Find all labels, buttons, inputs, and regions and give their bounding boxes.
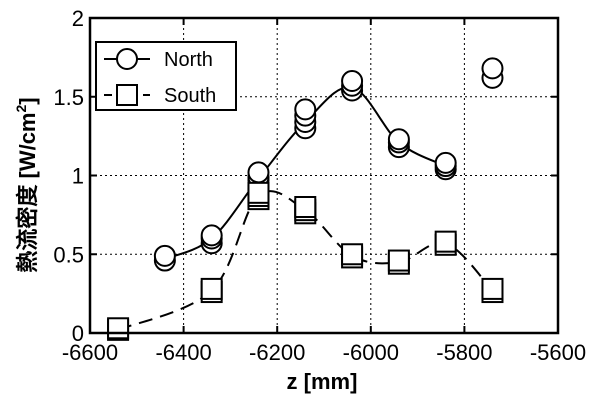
legend-north-label: North [164,49,213,71]
north-point [387,128,410,151]
y-tick-labels: 0 0.5 1 1.5 2 [53,6,84,346]
south-point [434,230,457,253]
y-axis-label-sup: 2 [13,105,29,113]
south-point [341,243,364,266]
north-point [200,224,223,247]
x-tick-label: -6400 [155,340,211,365]
x-tick-label: -6200 [249,340,305,365]
y-axis-label-end: ] [15,97,40,104]
plot-frame [88,16,560,335]
y-tick-label: 0 [72,321,84,346]
legend: North South [95,41,237,111]
x-tick-label: -6600 [62,340,118,365]
north-point [434,151,457,174]
south-point [387,249,410,272]
y-axis-label: 熱流密度 [W/cm2] [13,97,40,272]
y-tick-label: 2 [72,6,84,31]
y-tick-label: 1.5 [53,85,84,110]
south-point [200,277,223,300]
north-point [153,244,176,267]
y-tick-label: 0.5 [53,242,84,267]
x-axis-label: z [mm] [287,369,358,394]
legend-north-circle-icon [116,48,138,70]
north-point [481,57,504,80]
south-point [247,181,270,204]
y-tick-label: 1 [72,164,84,189]
north-point [341,70,364,92]
x-tick-labels: -6600 -6400 -6200 -6000 -5800 -5600 [62,340,586,365]
series-markers [107,57,504,341]
north-point [294,98,317,121]
x-tick-label: -5800 [436,340,492,365]
south-point [107,317,130,340]
y-axis-label-main: 熱流密度 [W/cm [15,113,40,273]
legend-south-square-icon [116,84,138,106]
legend-south-label: South [164,85,216,107]
x-tick-label: -6000 [343,340,399,365]
x-tick-label: -5600 [530,340,586,365]
south-point [294,196,317,218]
north-point [247,161,270,184]
south-point [481,277,504,300]
